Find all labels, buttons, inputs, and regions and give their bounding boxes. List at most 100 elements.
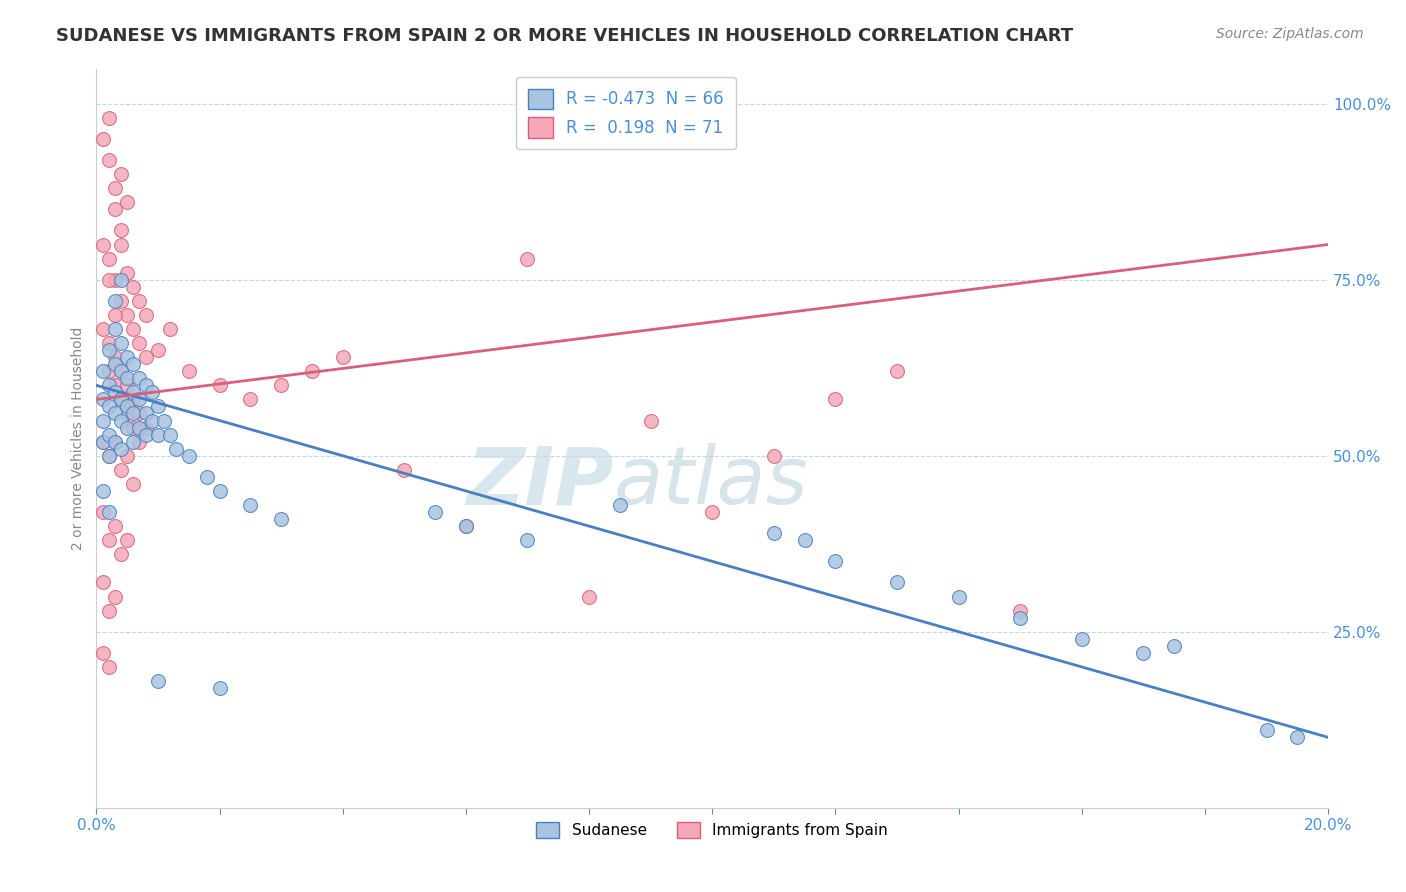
Point (115, 195, 138, 210)
Point (146, 673, 169, 688)
Point (948, 590, 970, 604)
Point (824, 392, 846, 407)
Text: ZIP: ZIP (467, 443, 613, 522)
Point (110, 167, 132, 181)
Point (1070, 632, 1092, 646)
Point (115, 308, 138, 322)
Y-axis label: 2 or more Vehicles in Household: 2 or more Vehicles in Household (72, 326, 86, 549)
Point (104, 407, 127, 421)
Point (1132, 646, 1154, 660)
Text: atlas: atlas (613, 443, 808, 522)
Legend: Sudanese, Immigrants from Spain: Sudanese, Immigrants from Spain (530, 816, 894, 845)
Point (104, 202, 127, 217)
Point (110, 364, 132, 378)
Point (110, 223, 132, 237)
Point (128, 392, 150, 407)
Point (824, 554, 846, 568)
Point (159, 322, 181, 336)
Point (97, 252, 120, 266)
Point (91, 434, 114, 449)
Point (104, 357, 127, 371)
Point (177, 449, 200, 463)
Point (1010, 604, 1032, 618)
Point (115, 378, 138, 392)
Point (97, 273, 120, 287)
Point (110, 392, 132, 407)
Point (128, 336, 150, 351)
Point (146, 343, 169, 358)
Point (128, 434, 150, 449)
Point (97, 336, 120, 351)
Point (793, 533, 815, 548)
Point (104, 273, 127, 287)
Point (394, 463, 416, 477)
Point (146, 427, 169, 442)
Point (91, 132, 114, 146)
Point (104, 385, 127, 400)
Point (122, 322, 145, 336)
Point (135, 308, 157, 322)
Point (177, 364, 200, 378)
Point (97, 604, 120, 618)
Point (97, 660, 120, 674)
Point (115, 371, 138, 385)
Text: SUDANESE VS IMMIGRANTS FROM SPAIN 2 OR MORE VEHICLES IN HOUSEHOLD CORRELATION CH: SUDANESE VS IMMIGRANTS FROM SPAIN 2 OR M… (56, 27, 1073, 45)
Point (270, 512, 292, 526)
Point (104, 434, 127, 449)
Point (97, 378, 120, 392)
Point (135, 407, 157, 421)
Point (91, 237, 114, 252)
Point (122, 357, 145, 371)
Point (208, 483, 231, 498)
Point (115, 407, 138, 421)
Point (702, 505, 724, 519)
Point (122, 420, 145, 434)
Point (208, 681, 231, 695)
Point (104, 308, 127, 322)
Point (110, 392, 132, 407)
Point (104, 434, 127, 449)
Point (97, 343, 120, 358)
Point (141, 413, 163, 427)
Point (332, 350, 354, 364)
Point (762, 526, 785, 541)
Point (1010, 610, 1032, 624)
Point (159, 427, 181, 442)
Point (104, 519, 127, 533)
Point (97, 364, 120, 378)
Point (195, 470, 218, 484)
Point (97, 449, 120, 463)
Point (122, 476, 145, 491)
Point (104, 378, 127, 392)
Point (104, 181, 127, 195)
Point (122, 407, 145, 421)
Point (115, 420, 138, 434)
Point (1286, 731, 1309, 745)
Point (1163, 639, 1185, 653)
Point (110, 463, 132, 477)
Point (97, 427, 120, 442)
Point (886, 575, 908, 590)
Point (146, 400, 169, 414)
Point (91, 322, 114, 336)
Point (91, 575, 114, 590)
Point (270, 378, 292, 392)
Point (115, 400, 138, 414)
Point (91, 646, 114, 660)
Point (115, 533, 138, 548)
Point (135, 350, 157, 364)
Point (454, 519, 477, 533)
Point (97, 533, 120, 548)
Point (91, 392, 114, 407)
Point (104, 350, 127, 364)
Point (91, 364, 114, 378)
Point (104, 322, 127, 336)
Point (122, 434, 145, 449)
Point (762, 449, 785, 463)
Point (104, 293, 127, 308)
Point (128, 371, 150, 385)
Point (122, 385, 145, 400)
Point (91, 483, 114, 498)
Text: Source: ZipAtlas.com: Source: ZipAtlas.com (1216, 27, 1364, 41)
Point (128, 407, 150, 421)
